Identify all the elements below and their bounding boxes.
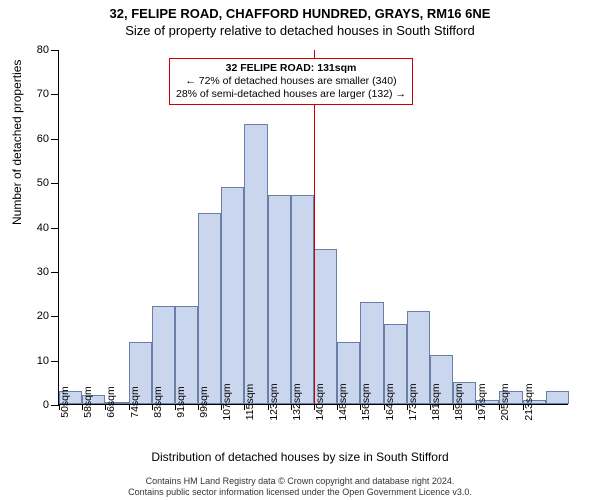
histogram-bar [268, 195, 291, 404]
x-tick-label: 50sqm [59, 386, 71, 418]
footer-attribution: Contains HM Land Registry data © Crown c… [0, 476, 600, 499]
y-tick-label: 80 [37, 44, 59, 56]
x-tick-label: 66sqm [105, 386, 117, 418]
y-tick-label: 60 [37, 133, 59, 145]
callout-smaller: ← 72% of detached houses are smaller (34… [176, 75, 406, 88]
y-tick-label: 40 [37, 222, 59, 234]
x-tick-label: 99sqm [198, 386, 210, 418]
x-tick-label: 123sqm [268, 383, 280, 420]
x-tick-label: 148sqm [337, 383, 349, 420]
histogram-bar [244, 124, 267, 404]
x-tick-label: 58sqm [82, 386, 94, 418]
y-tick-label: 20 [37, 310, 59, 322]
title-address: 32, FELIPE ROAD, CHAFFORD HUNDRED, GRAYS… [0, 6, 600, 21]
chart-title-block: 32, FELIPE ROAD, CHAFFORD HUNDRED, GRAYS… [0, 0, 600, 38]
x-tick-label: 140sqm [314, 383, 326, 420]
x-tick-label: 91sqm [175, 386, 187, 418]
x-tick-label: 189sqm [453, 383, 465, 420]
y-tick-label: 30 [37, 266, 59, 278]
histogram-bar [546, 391, 569, 404]
callout-larger: 28% of semi-detached houses are larger (… [176, 88, 406, 101]
x-tick-label: 173sqm [407, 383, 419, 420]
y-axis-label: Number of detached properties [10, 60, 24, 225]
x-tick-label: 197sqm [476, 383, 488, 420]
x-tick-label: 74sqm [129, 386, 141, 418]
y-tick-label: 70 [37, 88, 59, 100]
x-tick-label: 83sqm [152, 386, 164, 418]
histogram-bar [221, 187, 244, 404]
histogram-bar [291, 195, 314, 404]
y-tick-label: 50 [37, 177, 59, 189]
chart-area: 0102030405060708050sqm58sqm66sqm74sqm83s… [58, 50, 568, 405]
x-tick-label: 115sqm [244, 384, 256, 421]
x-tick-label: 213sqm [523, 383, 535, 420]
y-tick-label: 0 [43, 399, 59, 411]
title-subtitle: Size of property relative to detached ho… [0, 23, 600, 38]
callout-box: 32 FELIPE ROAD: 131sqm ← 72% of detached… [169, 58, 413, 105]
x-tick-label: 181sqm [430, 383, 442, 420]
footer-line1: Contains HM Land Registry data © Crown c… [0, 476, 600, 487]
histogram-bar [314, 249, 337, 404]
x-tick-label: 164sqm [384, 383, 396, 420]
y-tick-label: 10 [37, 355, 59, 367]
x-axis-label: Distribution of detached houses by size … [0, 450, 600, 464]
x-tick-label: 132sqm [291, 383, 303, 420]
x-tick-label: 205sqm [499, 383, 511, 420]
x-tick-label: 107sqm [221, 383, 233, 420]
histogram-bar [198, 213, 221, 404]
x-tick-label: 156sqm [360, 383, 372, 420]
footer-line2: Contains public sector information licen… [0, 487, 600, 498]
callout-title: 32 FELIPE ROAD: 131sqm [176, 62, 406, 75]
